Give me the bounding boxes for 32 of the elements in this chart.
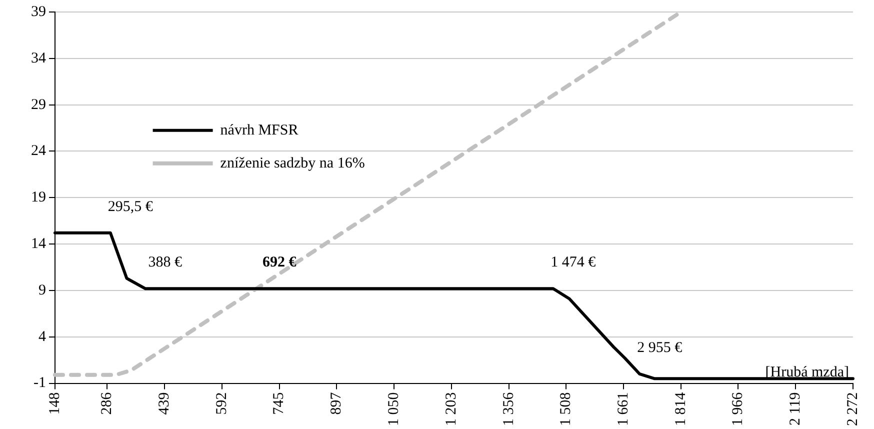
x-tick-label: 1 508 [558,392,574,426]
x-tick-label: 1 203 [443,392,460,426]
x-tick-label: 592 [214,392,230,415]
x-tick-label: 2 272 [844,392,861,426]
x-tick-label: 1 814 [672,392,689,426]
y-tick-label: 29 [31,96,46,113]
legend-label: návrh MFSR [220,122,298,138]
annotation: 388 € [148,254,183,271]
annotation: 692 € [262,254,297,270]
x-tick-label: 1 661 [615,392,632,426]
x-tick-label: 745 [271,392,288,415]
y-tick-label: 14 [31,236,46,252]
annotation: 1 474 € [550,254,596,271]
x-tick-label: 1 050 [386,392,402,426]
x-tick-label: 1 966 [730,392,746,426]
y-tick-label: 19 [31,190,46,206]
x-tick-label: 439 [156,392,172,415]
x-tick-label: 2 119 [787,392,804,426]
annotation: 2 955 € [637,340,683,356]
x-axis-title: [Hrubá mzda] [765,364,849,381]
x-tick-label: 1 356 [500,392,517,426]
x-tick-label: 148 [46,392,63,415]
y-tick-label: 24 [31,143,46,160]
y-tick-label: 9 [38,282,46,298]
y-tick-label: 39 [31,4,46,20]
annotation: 295,5 € [108,198,154,215]
y-tick-label: 4 [38,328,46,345]
x-tick-label: 286 [98,392,115,415]
legend-label: zníženie sadzby na 16% [220,155,365,172]
y-tick-label: 34 [31,50,46,66]
y-tick-label: -1 [34,375,46,392]
x-tick-label: 897 [328,392,344,415]
